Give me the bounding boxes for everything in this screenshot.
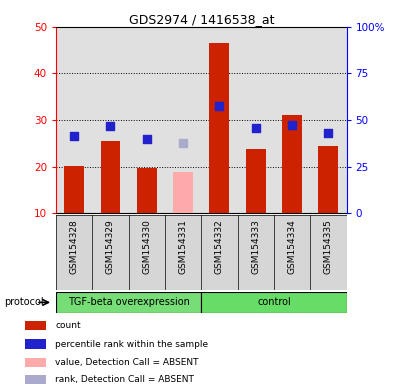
Text: percentile rank within the sample: percentile rank within the sample: [56, 339, 209, 349]
Title: GDS2974 / 1416538_at: GDS2974 / 1416538_at: [129, 13, 274, 26]
Point: [180, 140, 186, 146]
Bar: [129, 215, 165, 290]
Bar: [237, 27, 274, 213]
Bar: [274, 215, 310, 290]
Bar: [24, 321, 46, 330]
Text: GSM154333: GSM154333: [251, 219, 260, 274]
Bar: [318, 146, 338, 213]
Bar: [92, 27, 129, 213]
Bar: [92, 215, 129, 290]
Text: GSM154335: GSM154335: [324, 219, 333, 274]
Text: TGF-beta overexpression: TGF-beta overexpression: [68, 297, 190, 308]
Bar: [100, 141, 120, 213]
Bar: [274, 27, 310, 213]
Text: count: count: [56, 321, 81, 330]
Bar: [237, 215, 274, 290]
Point: [252, 125, 259, 131]
Bar: [56, 215, 92, 290]
Point: [216, 103, 223, 109]
Bar: [129, 27, 165, 213]
Bar: [24, 375, 46, 384]
Point: [289, 122, 295, 128]
Bar: [56, 27, 92, 213]
Bar: [210, 43, 229, 213]
Text: GSM154328: GSM154328: [70, 219, 79, 273]
Point: [71, 133, 78, 139]
Bar: [165, 215, 201, 290]
Text: GSM154330: GSM154330: [142, 219, 151, 274]
Bar: [201, 215, 237, 290]
Bar: [24, 339, 46, 349]
Bar: [310, 215, 347, 290]
Bar: [56, 292, 201, 313]
Text: protocol: protocol: [4, 297, 44, 308]
Bar: [310, 27, 347, 213]
Bar: [201, 27, 237, 213]
Text: control: control: [257, 297, 291, 308]
Bar: [64, 166, 84, 213]
Bar: [173, 172, 193, 213]
Text: GSM154334: GSM154334: [288, 219, 297, 273]
Point: [144, 136, 150, 142]
Bar: [246, 149, 266, 213]
Text: rank, Detection Call = ABSENT: rank, Detection Call = ABSENT: [56, 375, 194, 384]
Bar: [24, 358, 46, 367]
Point: [107, 122, 114, 129]
Bar: [201, 292, 347, 313]
Bar: [165, 27, 201, 213]
Point: [325, 129, 332, 136]
Text: GSM154331: GSM154331: [178, 219, 188, 274]
Bar: [137, 169, 157, 213]
Text: value, Detection Call = ABSENT: value, Detection Call = ABSENT: [56, 358, 199, 367]
Bar: [282, 115, 302, 213]
Text: GSM154329: GSM154329: [106, 219, 115, 273]
Text: GSM154332: GSM154332: [215, 219, 224, 273]
